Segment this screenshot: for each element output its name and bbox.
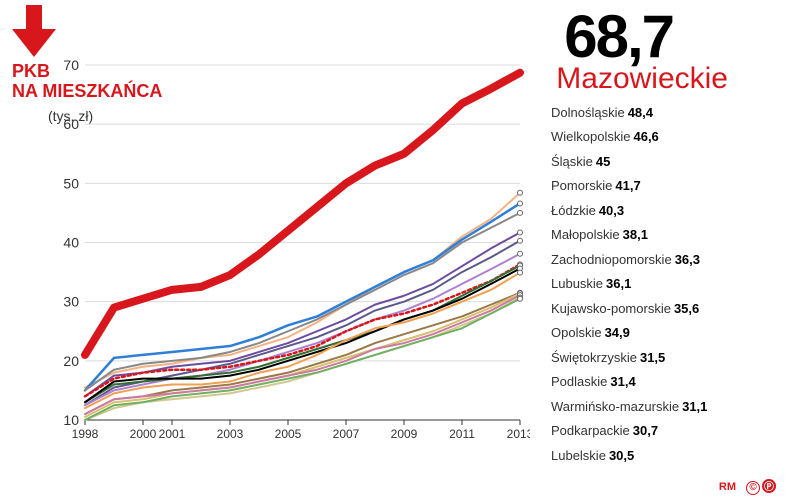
legend-value: 40,3 [599,203,624,218]
legend-name: Łódzkie [551,203,596,218]
legend-row: Łódzkie40,3 [551,198,776,223]
x-tick-label: 2003 [217,427,244,441]
legend-value: 36,1 [606,276,631,291]
y-tick-label: 70 [63,57,79,73]
legend-name: Podkarpackie [551,423,630,438]
legend-value: 36,3 [675,252,700,267]
series-line [85,73,520,355]
x-tick-label: 2000 [130,427,157,441]
legend-name: Wielkopolskie [551,129,630,144]
legend-name: Warmińsko-mazurskie [551,399,679,414]
down-arrow-icon [12,5,56,57]
legend-row: Śląskie45 [551,149,776,174]
x-tick-label: 2001 [159,427,186,441]
x-tick-label: 2007 [333,427,360,441]
legend-name: Kujawsko-pomorskie [551,301,671,316]
legend-value: 34,9 [605,325,630,340]
legend-row: Dolnośląskie48,4 [551,100,776,125]
line-chart: 10 20 30 40 50 60 70 1998 20002001 2003 2005 2007 20… [55,55,530,450]
legend-row: Kujawsko-pomorskie35,6 [551,296,776,321]
legend-name: Podlaskie [551,374,607,389]
legend-row: Lubelskie30,5 [551,443,776,468]
legend-row: Warmińsko-mazurskie31,1 [551,394,776,419]
legend-value: 30,5 [609,448,634,463]
legend-row: Lubuskie36,1 [551,272,776,297]
legend: Dolnośląskie48,4Wielkopolskie46,6Śląskie… [551,100,776,468]
legend-name: Lubelskie [551,448,606,463]
legend-name: Opolskie [551,325,602,340]
badge-icon: Ⓟ [762,479,776,493]
y-tick-label: 20 [63,353,79,369]
legend-name: Lubuskie [551,276,603,291]
y-tick-label: 50 [63,175,79,191]
legend-row: Wielkopolskie46,6 [551,125,776,150]
chart-svg: 10 20 30 40 50 60 70 1998 20002001 2003 2005 2007 20… [55,55,530,450]
badge-icon: © [746,481,760,495]
x-tick-label: 2011 [449,427,475,441]
y-tick-label: 60 [63,116,79,132]
x-tick-label: 2013 [507,427,530,441]
x-tick-label: 2005 [275,427,302,441]
legend-name: Małopolskie [551,227,620,242]
legend-value: 38,1 [623,227,648,242]
legend-row: Podlaskie31,4 [551,370,776,395]
legend-value: 45 [596,154,610,169]
legend-value: 41,7 [615,178,640,193]
highlight-label: Mazowieckie [556,62,728,96]
y-tick-label: 40 [63,235,79,251]
legend-name: Zachodniopomorskie [551,252,672,267]
legend-row: Świętokrzyskie31,5 [551,345,776,370]
author-initials: RM [719,481,736,493]
y-tick-label: 10 [63,412,79,428]
legend-value: 31,5 [640,350,665,365]
legend-row: Zachodniopomorskie36,3 [551,247,776,272]
y-tick-label: 30 [63,294,79,310]
legend-name: Śląskie [551,154,593,169]
legend-value: 31,1 [682,399,707,414]
legend-row: Małopolskie38,1 [551,223,776,248]
legend-row: Pomorskie41,7 [551,174,776,199]
legend-value: 31,4 [610,374,635,389]
x-tick-label: 1998 [72,427,99,441]
legend-row: Podkarpackie30,7 [551,419,776,444]
copyright-badges: ©Ⓟ [744,477,776,495]
legend-name: Dolnośląskie [551,105,625,120]
series-line [85,266,520,403]
legend-value: 30,7 [633,423,658,438]
x-tick-label: 2009 [391,427,418,441]
legend-value: 48,4 [628,105,653,120]
highlight-value: 68,7 [564,2,673,71]
legend-value: 35,6 [674,301,699,316]
legend-row: Opolskie34,9 [551,321,776,346]
legend-name: Pomorskie [551,178,612,193]
legend-name: Świętokrzyskie [551,350,637,365]
legend-value: 46,6 [633,129,658,144]
